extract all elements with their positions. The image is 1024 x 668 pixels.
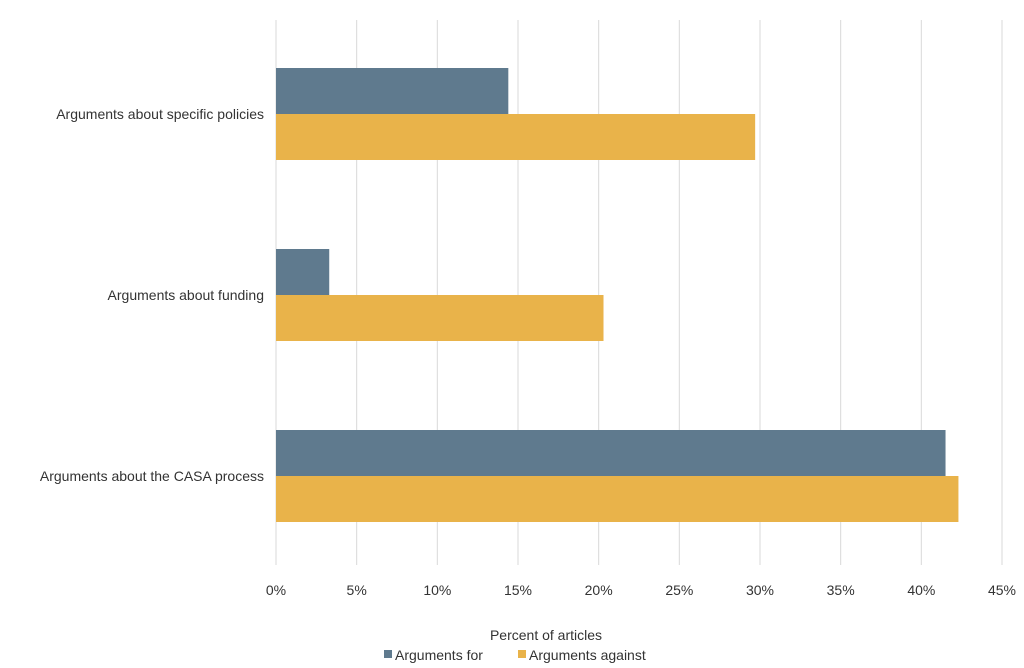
tick-label-25pct: 25%	[665, 582, 693, 598]
tick-label-30pct: 30%	[746, 582, 774, 598]
tick-label-15pct: 15%	[504, 582, 532, 598]
bar-arguments-against-arguments-about-specific-policies	[276, 114, 756, 160]
bar-arguments-against-arguments-about-funding	[276, 295, 604, 341]
legend-label-arguments-for: Arguments for	[395, 647, 483, 663]
category-labels: Arguments about specific policies Argumen…	[40, 106, 264, 484]
category-label-arguments-about-funding: Arguments about funding	[108, 287, 264, 303]
legend: Arguments for Arguments against	[384, 647, 646, 663]
x-axis-title: Percent of articles	[490, 627, 602, 643]
tick-label-5pct: 5%	[347, 582, 367, 598]
tick-label-35pct: 35%	[827, 582, 855, 598]
tick-label-45pct: 45%	[988, 582, 1016, 598]
category-label-arguments-about-specific-policies: Arguments about specific policies	[56, 106, 264, 122]
tick-label-40pct: 40%	[907, 582, 935, 598]
bar-arguments-for-arguments-about-the-casa-process	[276, 430, 946, 476]
tick-label-20pct: 20%	[585, 582, 613, 598]
legend-swatch-arguments-against	[518, 650, 526, 658]
bar-arguments-for-arguments-about-specific-policies	[276, 68, 509, 114]
tick-label-10pct: 10%	[423, 582, 451, 598]
legend-swatch-arguments-for	[384, 650, 392, 658]
legend-label-arguments-against: Arguments against	[529, 647, 646, 663]
tick-label-0pct: 0%	[266, 582, 286, 598]
bars	[276, 68, 959, 522]
category-label-arguments-about-the-casa-process: Arguments about the CASA process	[40, 468, 264, 484]
x-axis-ticks: 0% 5% 10% 15% 20% 25% 30% 35% 40% 45%	[266, 582, 1016, 598]
bar-arguments-for-arguments-about-funding	[276, 249, 330, 295]
bar-arguments-against-arguments-about-the-casa-process	[276, 476, 959, 522]
